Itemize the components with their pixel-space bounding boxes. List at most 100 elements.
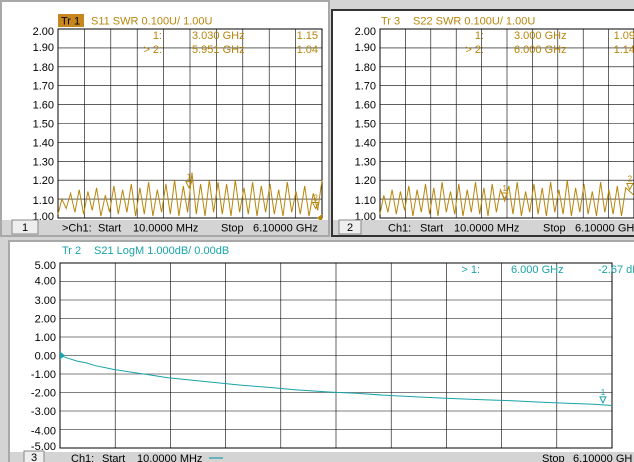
window-3-trace: 1 [59,351,613,406]
window-2-status-bar [333,220,634,235]
channel-window-1[interactable]: Tr 1 S11 SWR 0.100U/ 1.00U 2.00 1.90 1.80 1… [0,0,330,237]
marker-label: > 2: [465,44,484,56]
window-1-background [2,2,328,235]
stop-frequency-1[interactable]: 6.10000 GHz [253,223,318,235]
stop-label-2: Stop [543,223,566,235]
window-1-marker-table: 1: 3.030 GHz 1.15 > 2: 5.951 GHz 1.04 [143,30,318,56]
marker-value: 1.14 [614,44,634,56]
y-tick-label: 2.00 [35,314,56,326]
marker-label: > 1: [461,264,480,276]
y-tick-label: 1.60 [355,100,376,112]
trace-title-1: S11 SWR 0.100U/ 1.00U [91,16,213,28]
stop-frequency-3[interactable]: 6.10000 GH [573,453,632,462]
y-tick-label: 1.90 [33,42,54,54]
window-1-y-ticks: 2.00 1.90 1.80 1.70 1.60 1.50 1.40 1.30 1.20 1.10… [33,26,54,223]
y-tick-label: 4.00 [35,276,56,288]
stop-label-1: Stop [221,223,244,235]
stop-frequency-2[interactable]: 6.10000 GH [575,223,634,235]
window-1-canvas: Tr 1 S11 SWR 0.100U/ 1.00U 2.00 1.90 1.80 1… [2,2,328,235]
y-tick-label: -1.00 [31,369,56,381]
y-tick-label: 1.20 [355,175,376,187]
window-2-canvas: Tr 3 S22 SWR 0.100U/ 1.00U 2.00 1.90 1.80 1… [333,11,634,235]
trace-tag-2[interactable]: Tr 2 [62,245,81,257]
start-frequency-2[interactable]: 10.0000 MHz [454,223,519,235]
marker-frequency: 6.000 GHz [514,44,567,56]
window-3-canvas: Tr 2 S21 LogM 1.000dB/ 0.00dB 5.00 4.00 3.… [10,242,634,462]
trace-tag-3[interactable]: Tr 3 [381,16,400,28]
y-tick-label: -4.00 [31,426,56,438]
y-tick-label: 2.00 [33,26,54,38]
channel-window-3[interactable]: Tr 2 S21 LogM 1.000dB/ 0.00dB 5.00 4.00 3.… [8,240,634,462]
y-tick-label: 1.60 [33,100,54,112]
window-number-box-3[interactable] [23,450,45,462]
y-tick-label: 1.70 [33,81,54,93]
y-tick-label: 1.70 [355,81,376,93]
y-tick-label: 1.40 [355,137,376,149]
window-3-grid [59,262,613,449]
trace-title-2: S21 LogM 1.000dB/ 0.00dB [94,245,229,257]
window-number-box-1[interactable] [11,219,39,235]
y-tick-label: 1.80 [355,62,376,74]
y-tick-label: 2.00 [355,26,376,38]
y-tick-label: 1.30 [33,156,54,168]
y-tick-label: 1.50 [33,119,54,131]
y-tick-label: 1.50 [355,119,376,131]
window-1-status-bar [2,220,328,235]
window-number-box-2[interactable] [338,219,362,235]
trace-line [59,355,613,406]
marker-frequency: 3.030 GHz [192,30,245,42]
y-tick-label: 1.20 [33,175,54,187]
marker-point-label: 2 [628,175,633,184]
stop-label-3: Stop [542,453,565,462]
trace-1-tag-box[interactable] [58,14,84,27]
start-label-2: Start [420,223,443,235]
y-tick-label: 1.10 [33,195,54,207]
marker-value: -2.67 dB [598,264,634,276]
window-2-grid [379,28,634,219]
y-tick-label: -5.00 [31,441,56,453]
y-tick-label: 1.10 [355,195,376,207]
y-tick-label: 1.80 [33,62,54,74]
marker-frequency: 3.000 GHz [514,30,567,42]
marker-frequency: 6.000 GHz [511,264,564,276]
y-tick-label: -2.00 [31,388,56,400]
y-tick-label: 1.90 [355,42,376,54]
window-3-y-ticks: 5.00 4.00 3.00 2.00 1.00 0.00 -1.00 -2.00 -3.00 -… [31,260,56,453]
marker-triangle[interactable] [626,183,634,191]
y-tick-label: 0.00 [35,351,56,363]
marker-point-label: 1 [187,173,192,182]
channel-label-2: Ch1: [388,223,411,235]
reference-level-marker[interactable] [60,351,65,360]
marker-point-label: 1 [502,184,507,193]
marker-label: 1: [475,30,484,42]
marker-value: 1.09 [614,30,634,42]
start-frequency-3[interactable]: 10.0000 MHz [137,453,202,462]
window-3-marker-table: > 1: 6.000 GHz -2.67 dB [461,264,634,276]
trace-tag-1[interactable]: Tr 1 [61,16,80,28]
window-3-background [10,242,634,462]
window-number-2[interactable]: 2 [347,222,353,234]
marker-triangle[interactable] [599,396,607,405]
y-tick-label: 1.00 [35,332,56,344]
channel-label-3: Ch1: [71,453,94,462]
marker-triangle[interactable] [500,192,509,201]
start-label-3: Start [102,453,125,462]
window-number-1[interactable]: 1 [22,222,28,234]
start-label-1: Start [98,223,121,235]
y-tick-label: 5.00 [35,260,56,272]
marker-triangle[interactable] [185,181,193,189]
trace-title-3: S22 SWR 0.100U/ 1.00U [413,16,535,28]
marker-triangle[interactable] [311,201,320,210]
marker-point-label: 1 [601,388,606,397]
trace-line [57,172,323,217]
y-tick-label: 1.40 [33,137,54,149]
window-number-3[interactable]: 3 [31,452,37,462]
marker-label: 1: [153,30,162,42]
y-tick-label: -3.00 [31,406,56,418]
marker-frequency: 5.951 GHz [192,44,245,56]
channel-window-2[interactable]: Tr 3 S22 SWR 0.100U/ 1.00U 2.00 1.90 1.80 1… [331,9,634,237]
start-frequency-1[interactable]: 10.0000 MHz [133,223,198,235]
window-2-trace: 12 [379,175,634,217]
marker-point-label: 2 [313,193,318,202]
